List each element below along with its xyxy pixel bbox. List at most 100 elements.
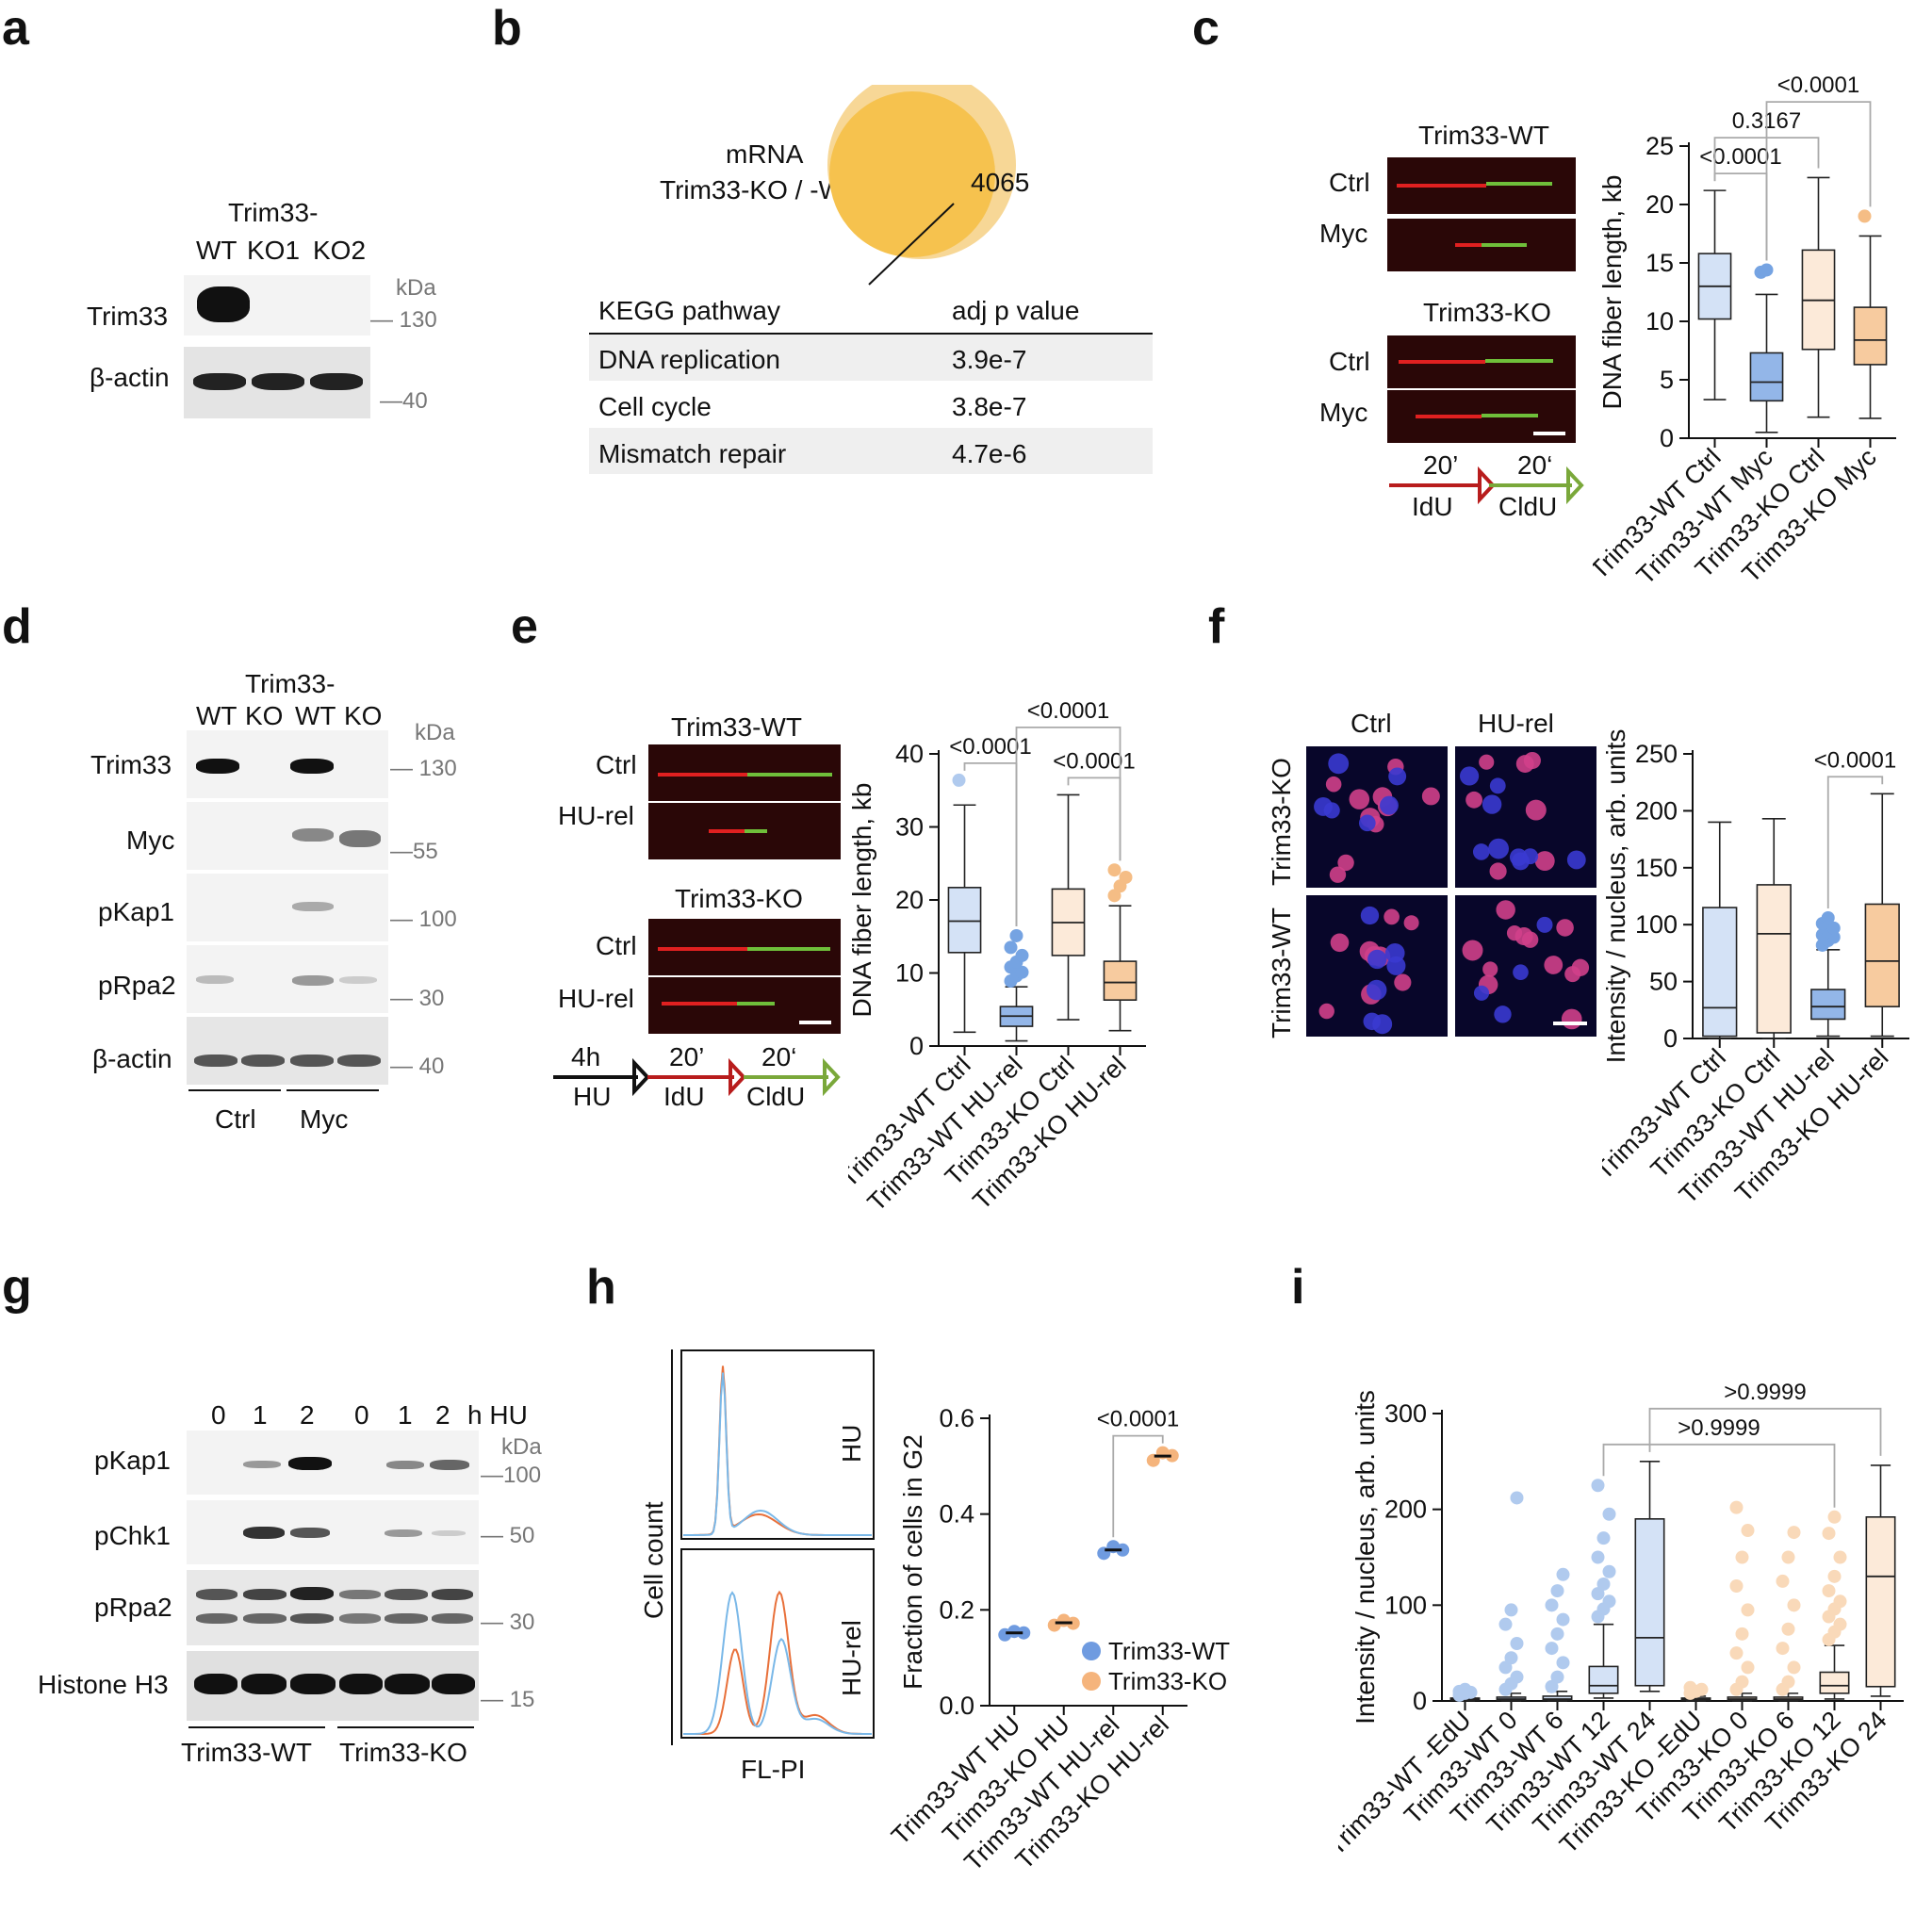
d-marker-100: — 100: [390, 907, 457, 932]
fiber-green: [1486, 182, 1552, 186]
nucleus: [1325, 776, 1342, 793]
nucleus: [1521, 931, 1539, 948]
nucleus: [1479, 754, 1495, 770]
outlier-point: [1760, 263, 1774, 277]
e-group-ko: Trim33-KO: [675, 884, 803, 913]
outlier-point: [1776, 1642, 1790, 1656]
outlier-point: [1787, 1598, 1801, 1612]
nucleus: [1556, 919, 1574, 937]
g-header-hhu: h HU: [467, 1400, 528, 1430]
e-arrow1-time: 4h: [571, 1042, 601, 1071]
outlier-point: [1498, 1660, 1513, 1675]
fiber-red: [662, 1002, 737, 1006]
band: [196, 1589, 237, 1600]
marker-text: 100: [418, 907, 457, 932]
band: [339, 976, 377, 984]
p-value-label: <0.0001: [949, 734, 1031, 760]
band: [339, 1590, 381, 1599]
c-timeline-arrows: [1389, 466, 1584, 505]
d-header-ko1: KO: [245, 701, 284, 730]
marker-text: 40: [418, 1054, 445, 1079]
marker-text: 130: [399, 307, 437, 333]
legend-swatch: [1082, 1672, 1101, 1691]
y-tick-label: 15: [1645, 249, 1674, 277]
a-row-actin: β-actin: [90, 363, 170, 392]
nucleus: [1465, 791, 1482, 809]
outlier-point: [1545, 1679, 1559, 1693]
significance-bracket: [1713, 172, 1768, 261]
nucleus: [1496, 900, 1515, 920]
outlier-point: [1015, 948, 1029, 962]
significance-bracket: [1765, 101, 1872, 261]
marker-text: 50: [509, 1523, 535, 1548]
b-table-header-pathway: KEGG pathway: [598, 296, 780, 325]
c-arrow2-label: CldU: [1498, 492, 1558, 521]
d-header-wt2: WT: [295, 701, 336, 730]
g-marker-50: — 50: [481, 1523, 535, 1548]
e-arrow2-label: IdU: [663, 1082, 705, 1111]
g-header-3: 0: [354, 1400, 369, 1430]
y-tick-label: 200: [1384, 1496, 1427, 1524]
significance-bracket: [1112, 1434, 1164, 1538]
nucleus: [1337, 854, 1354, 872]
a-header-wt: WT: [196, 236, 237, 265]
c-row-myc-1: Myc: [1319, 219, 1368, 248]
outlier-point: [1827, 1510, 1842, 1524]
panel-a-letter: a: [2, 1, 29, 56]
outlier-point: [1596, 1577, 1611, 1591]
outlier-point: [1781, 1675, 1795, 1689]
g-row-histone: Histone H3: [38, 1670, 169, 1699]
a-blot-actin: [184, 347, 370, 418]
e-arrow3-time: 20‘: [761, 1042, 797, 1071]
c-arrow1-time: 20’: [1423, 450, 1459, 480]
panel-i-letter: i: [1291, 1260, 1305, 1315]
outlier-point: [1556, 1567, 1570, 1581]
nucleus: [1380, 795, 1399, 815]
panel-c-letter: c: [1192, 1, 1220, 56]
g-header-4: 1: [398, 1400, 413, 1430]
y-tick-label: 5: [1660, 366, 1674, 394]
e-fiber-wt-ctrl: [648, 744, 841, 801]
y-tick-label: 0.0: [939, 1692, 974, 1720]
outlier-point: [1821, 910, 1835, 924]
g-row-pchk1: pChk1: [94, 1521, 171, 1550]
nucleus: [1421, 787, 1440, 806]
outlier-point: [1119, 870, 1133, 884]
panel-h-letter: h: [586, 1260, 616, 1315]
outlier-point: [1015, 965, 1029, 979]
e-arrow1-label: HU: [573, 1082, 612, 1111]
y-tick-label: 25: [1645, 132, 1674, 160]
box: [1810, 989, 1846, 1021]
band: [290, 1587, 334, 1600]
outlier-point: [1510, 1670, 1524, 1684]
outlier-point: [1858, 209, 1872, 223]
nucleus: [1515, 755, 1534, 774]
outlier-point: [1556, 1612, 1570, 1627]
g-header-0: 0: [211, 1400, 226, 1430]
y-tick-label: 300: [1384, 1399, 1427, 1428]
data-point: [1116, 1543, 1130, 1557]
band: [386, 1461, 424, 1469]
outlier-point: [1510, 1491, 1524, 1505]
b-kegg-table: KEGG pathway adj p value DNA replication…: [589, 288, 1153, 477]
e-timeline-arrows: [553, 1057, 841, 1097]
d-row-trim33: Trim33: [90, 750, 172, 779]
y-tick-label: 0: [1660, 424, 1674, 452]
y-tick-label: 100: [1635, 910, 1678, 939]
nucleus: [1566, 850, 1586, 870]
h-hist-xlabel: FL-PI: [741, 1755, 806, 1784]
nucleus: [1472, 843, 1490, 860]
nucleus: [1561, 1008, 1582, 1030]
band: [385, 1589, 428, 1600]
box: [1542, 1695, 1573, 1701]
outlier-point: [1787, 1526, 1801, 1540]
g-blot-histone: [187, 1651, 479, 1721]
g-blot-prpa2: [187, 1570, 479, 1645]
b-row3-pvalue: 4.7e-6: [952, 439, 1027, 468]
fiber-red: [1397, 184, 1486, 188]
band: [432, 1530, 466, 1536]
h-hist-label-hu: HU: [837, 1424, 866, 1463]
band: [292, 975, 334, 986]
histogram-curve: [683, 1372, 872, 1536]
